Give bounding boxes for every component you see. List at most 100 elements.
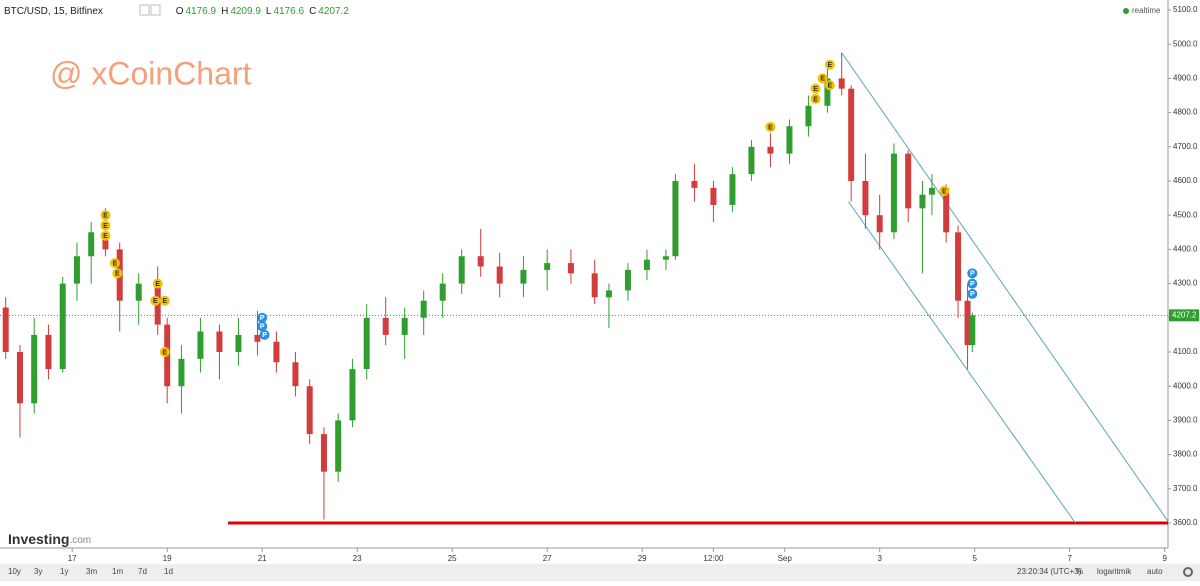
x-tick-label: 27 bbox=[543, 554, 552, 563]
candle-body bbox=[254, 334, 261, 342]
range-button[interactable]: 7d bbox=[138, 567, 147, 576]
event-label: P bbox=[262, 332, 267, 339]
auto-button[interactable]: auto bbox=[1147, 567, 1163, 576]
x-tick-label: 23 bbox=[353, 554, 362, 563]
event-label: E bbox=[813, 96, 818, 103]
candle-body bbox=[178, 358, 185, 387]
candle-body bbox=[335, 420, 342, 472]
candle-body bbox=[216, 331, 223, 352]
event-label: E bbox=[113, 260, 118, 267]
range-button[interactable]: 1y bbox=[60, 567, 68, 576]
y-tick-label: 3600.0 bbox=[1173, 518, 1198, 527]
event-label: E bbox=[820, 76, 825, 83]
ohlc-value: 4176.6 bbox=[273, 6, 304, 17]
event-label: P bbox=[970, 291, 975, 298]
event-marker bbox=[100, 210, 111, 221]
event-marker bbox=[967, 268, 978, 279]
event-marker bbox=[967, 278, 978, 289]
icon bbox=[150, 4, 161, 16]
event-marker bbox=[824, 80, 835, 91]
candle-body bbox=[838, 78, 845, 89]
event-marker bbox=[152, 278, 163, 289]
candle-body bbox=[306, 386, 313, 435]
range-button[interactable]: 10y bbox=[8, 567, 21, 576]
ohlc-label: C bbox=[309, 6, 316, 17]
event-label: E bbox=[153, 298, 158, 305]
candle-body bbox=[662, 256, 669, 260]
candle-body bbox=[349, 369, 356, 421]
candle-body bbox=[862, 181, 869, 216]
event-label: E bbox=[162, 298, 167, 305]
event-label: E bbox=[115, 271, 120, 278]
candle-body bbox=[805, 105, 812, 127]
percent-button[interactable]: % bbox=[1076, 567, 1083, 576]
logo: Investing.com bbox=[8, 531, 91, 547]
event-label: P bbox=[970, 271, 975, 278]
range-button[interactable]: 1m bbox=[112, 567, 123, 576]
candle-body bbox=[382, 317, 389, 335]
candle-body bbox=[102, 232, 109, 250]
y-tick-label: 4900.0 bbox=[1173, 74, 1198, 83]
watermark: @ xCoinChart bbox=[50, 55, 252, 91]
x-tick-label: 17 bbox=[68, 554, 77, 563]
event-marker bbox=[810, 93, 821, 104]
ohlc-label: H bbox=[221, 6, 228, 17]
header: BTC/USD, 15, Bitfinex O 4176.9 H 4209.9 L 417… bbox=[4, 6, 349, 17]
candle-body bbox=[890, 153, 897, 233]
event-marker bbox=[765, 121, 776, 132]
y-tick-label: 4100.0 bbox=[1173, 347, 1198, 356]
range-button[interactable]: 1d bbox=[164, 567, 173, 576]
candle-body bbox=[520, 269, 527, 284]
candle-body bbox=[197, 331, 204, 359]
ohlc-label: L bbox=[266, 6, 272, 17]
candle-body bbox=[643, 259, 650, 270]
scale-button[interactable]: logaritmik bbox=[1097, 567, 1132, 576]
y-tick-label: 4000.0 bbox=[1173, 381, 1198, 390]
candle-body bbox=[943, 187, 950, 233]
event-marker bbox=[159, 295, 170, 306]
toolbar bbox=[0, 564, 1200, 581]
icon bbox=[139, 4, 150, 16]
x-tick-label: 21 bbox=[258, 554, 267, 563]
y-tick-label: 4800.0 bbox=[1173, 108, 1198, 117]
event-label: E bbox=[942, 188, 947, 195]
range-button[interactable]: 3m bbox=[86, 567, 97, 576]
x-tick-label: Sep bbox=[778, 554, 793, 563]
logo-suffix: .com bbox=[69, 535, 91, 546]
candle-body bbox=[320, 434, 327, 472]
event-label: E bbox=[813, 86, 818, 93]
candle-body bbox=[273, 341, 280, 363]
y-tick-label: 5100.0 bbox=[1173, 5, 1198, 14]
candle-body bbox=[710, 187, 717, 205]
ohlc-value: 4209.9 bbox=[230, 6, 261, 17]
candle-body bbox=[16, 352, 23, 404]
y-tick-label: 4500.0 bbox=[1173, 210, 1198, 219]
candle-body bbox=[544, 263, 551, 270]
y-tick-label: 3900.0 bbox=[1173, 416, 1198, 425]
candle-body bbox=[876, 215, 883, 233]
x-tick-label: 5 bbox=[972, 554, 977, 563]
event-label: E bbox=[103, 213, 108, 220]
candle-body bbox=[672, 181, 679, 257]
event-marker bbox=[939, 185, 950, 196]
candle-body bbox=[786, 126, 793, 154]
candle-body bbox=[729, 174, 736, 205]
x-tick-label: 7 bbox=[1067, 554, 1072, 563]
ohlc-label: O bbox=[176, 6, 184, 17]
candle-body bbox=[59, 283, 66, 370]
ohlc-value: 4207.2 bbox=[318, 6, 349, 17]
x-tick-label: 12:00 bbox=[703, 554, 724, 563]
y-tick-label: 4300.0 bbox=[1173, 279, 1198, 288]
event-marker bbox=[810, 83, 821, 94]
event-label: P bbox=[260, 324, 265, 331]
status: realtime bbox=[1132, 6, 1161, 15]
settings[interactable] bbox=[1183, 567, 1193, 577]
range-button[interactable]: 3y bbox=[34, 567, 42, 576]
candle-body bbox=[567, 263, 574, 274]
candle-body bbox=[928, 187, 935, 195]
candle-body bbox=[919, 194, 926, 209]
x-tick-label: 3 bbox=[877, 554, 882, 563]
candle-body bbox=[2, 307, 9, 352]
